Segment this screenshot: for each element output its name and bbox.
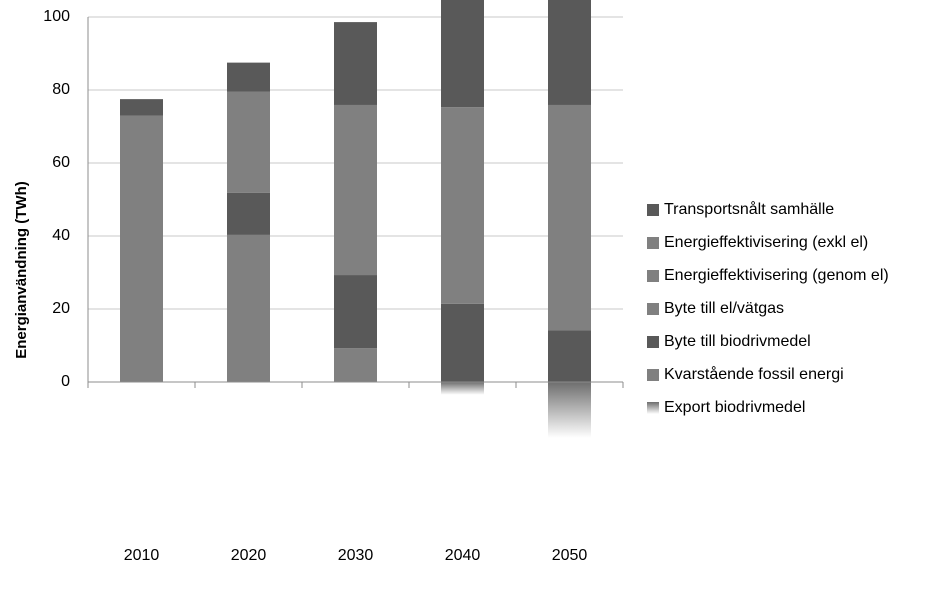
bar-segment [548, 382, 591, 438]
bar-segment [120, 115, 163, 383]
x-tick-label: 2010 [124, 547, 160, 564]
legend-label: Transportsnålt samhälle [664, 200, 834, 218]
x-tick-label: 2050 [552, 547, 588, 564]
legend-swatch [647, 303, 659, 315]
x-tick-label: 2040 [445, 547, 481, 564]
legend-swatch [647, 204, 659, 216]
bar-segment [227, 234, 270, 382]
bar-segment [548, 330, 591, 382]
bar-segment [548, 104, 591, 331]
bar-segment [548, 0, 591, 105]
legend-swatch [647, 402, 659, 414]
bar-segment [441, 382, 484, 395]
bar-segment [227, 91, 270, 193]
bar-segment [441, 107, 484, 304]
legend-label: Byte till el/vätgas [664, 300, 784, 317]
y-tick-label: 0 [61, 373, 70, 390]
legend-label: Byte till biodrivmedel [664, 333, 811, 350]
y-tick-label: 20 [52, 300, 70, 317]
y-axis-label: Energianvändning (TWh) [13, 181, 30, 359]
bar-segment [120, 99, 163, 116]
bar-segment [334, 104, 377, 276]
legend-label: Export biodrivmedel [664, 399, 805, 416]
bar-segment [334, 275, 377, 349]
legend-swatch [647, 336, 659, 348]
bar-segment [334, 348, 377, 382]
legend-label: Energieffektivisering (genom el) [664, 267, 889, 284]
bar-segment [227, 192, 270, 235]
bar-segment [441, 0, 484, 108]
x-tick-label: 2020 [231, 547, 267, 564]
y-tick-label: 40 [52, 227, 70, 244]
legend-swatch [647, 270, 659, 282]
legend-label: Kvarstående fossil energi [664, 365, 844, 383]
legend-swatch [647, 369, 659, 381]
y-tick-label: 80 [52, 81, 70, 98]
legend-label: Energieffektivisering (exkl el) [664, 234, 868, 251]
legend-swatch [647, 237, 659, 249]
y-tick-label: 60 [52, 154, 70, 171]
bar-segment [334, 22, 377, 105]
y-tick-label: 100 [43, 8, 70, 25]
x-tick-label: 2030 [338, 547, 374, 564]
bar-segment [227, 62, 270, 92]
bar-segment [441, 303, 484, 382]
